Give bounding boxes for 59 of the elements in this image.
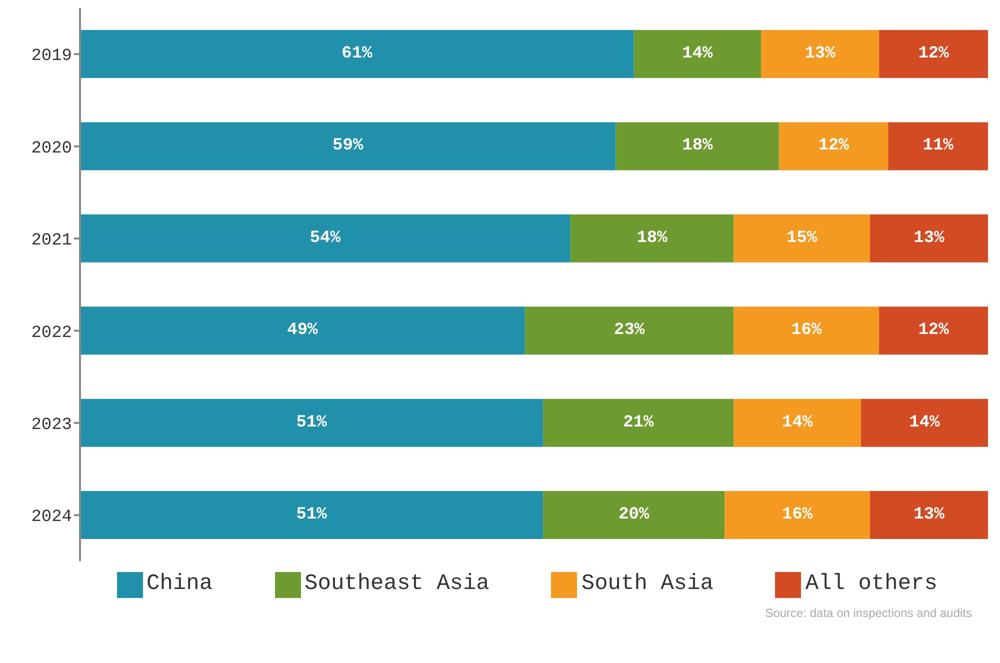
bar bbox=[734, 398, 861, 447]
y-tick-label: 2021 bbox=[31, 232, 72, 251]
data-label: 21% bbox=[623, 413, 655, 432]
legend-label: Southeast Asia bbox=[304, 571, 490, 596]
bar bbox=[761, 30, 880, 78]
data-label: 51% bbox=[296, 506, 328, 525]
data-label: 14% bbox=[782, 413, 814, 432]
y-tick-label: 2023 bbox=[31, 416, 72, 435]
bar bbox=[879, 30, 988, 78]
data-label: 13% bbox=[804, 44, 836, 64]
bar bbox=[524, 306, 734, 355]
bar bbox=[80, 306, 525, 355]
y-tick-label: 2020 bbox=[31, 139, 72, 158]
bar bbox=[80, 398, 544, 447]
bar bbox=[724, 491, 870, 540]
bar bbox=[888, 122, 988, 170]
y-tick-label: 2024 bbox=[31, 508, 72, 528]
bar bbox=[80, 30, 634, 78]
data-label: 12% bbox=[918, 44, 950, 64]
data-label: 54% bbox=[310, 228, 342, 248]
data-label: 16% bbox=[782, 506, 814, 525]
bar bbox=[80, 491, 544, 540]
bar bbox=[616, 122, 780, 170]
bar bbox=[634, 30, 761, 78]
data-label: 11% bbox=[922, 136, 954, 156]
data-label: 15% bbox=[786, 228, 818, 248]
data-label: 59% bbox=[332, 136, 364, 156]
bar bbox=[870, 491, 988, 540]
bar bbox=[734, 306, 880, 355]
data-label: 20% bbox=[618, 506, 650, 525]
bar bbox=[734, 214, 870, 262]
data-label: 14% bbox=[682, 44, 714, 64]
legend-label: All others bbox=[805, 571, 938, 596]
data-label: 13% bbox=[914, 506, 946, 525]
bar bbox=[879, 306, 988, 355]
data-label: 12% bbox=[918, 321, 950, 340]
data-label: 13% bbox=[914, 228, 946, 248]
y-tick-label: 2019 bbox=[31, 47, 72, 66]
y-tick-label: 2022 bbox=[31, 324, 72, 343]
data-label: 23% bbox=[614, 321, 646, 340]
bar bbox=[870, 214, 988, 262]
data-label: 18% bbox=[682, 136, 714, 156]
data-label: 16% bbox=[791, 321, 822, 340]
bar bbox=[80, 122, 616, 170]
bar bbox=[80, 214, 570, 262]
legend-label: South Asia bbox=[581, 571, 714, 596]
data-label: 49% bbox=[287, 321, 319, 340]
bar bbox=[860, 398, 988, 447]
bar bbox=[570, 214, 734, 262]
bar bbox=[543, 491, 725, 540]
bar bbox=[543, 398, 734, 447]
data-label: 61% bbox=[342, 44, 374, 64]
data-label: 14% bbox=[909, 413, 941, 432]
data-label: 18% bbox=[636, 228, 668, 248]
data-label: 12% bbox=[818, 136, 850, 156]
source-note: Source: data on inspections and audits bbox=[764, 606, 973, 620]
data-label: 51% bbox=[296, 413, 328, 432]
legend-label: China bbox=[146, 571, 213, 596]
bar bbox=[779, 122, 888, 170]
